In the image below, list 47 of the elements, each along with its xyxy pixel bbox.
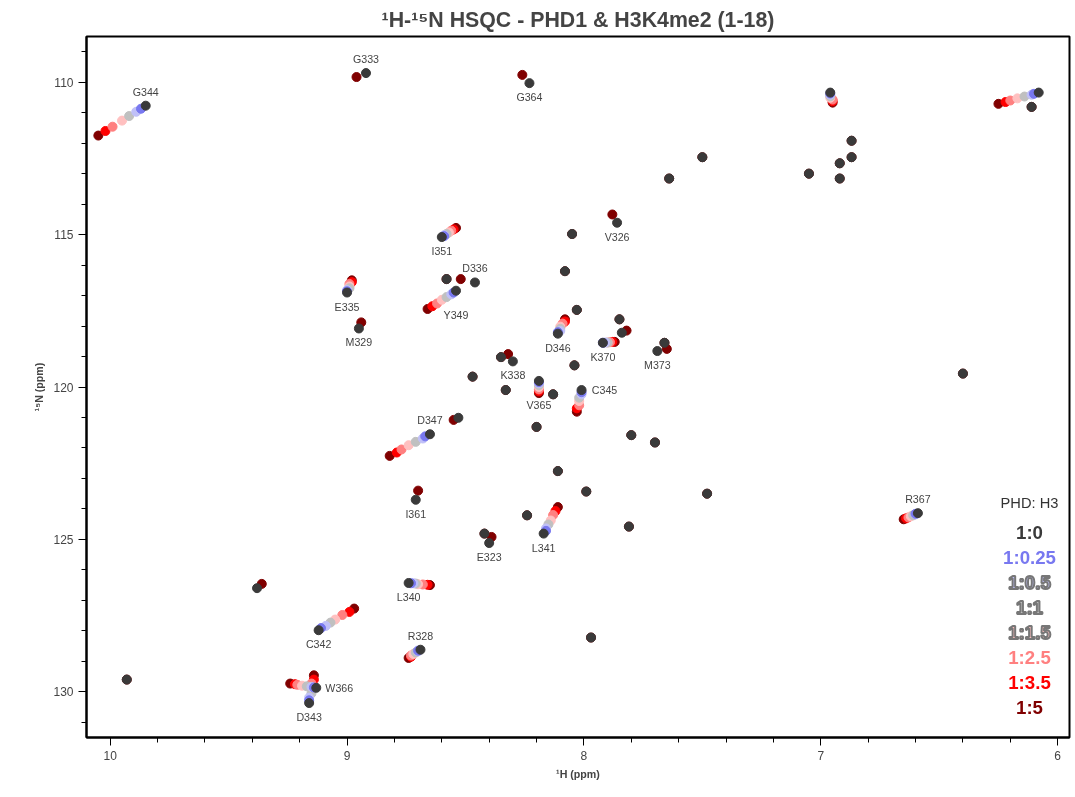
annotation: G364	[516, 91, 543, 104]
text: 1:2.5	[1008, 646, 1051, 668]
annotation: V365	[526, 398, 552, 411]
y-tick-label: 120	[53, 380, 74, 395]
x-tick-label: 6	[1054, 748, 1062, 763]
annotation: M329	[345, 336, 373, 349]
annotation: C342	[305, 638, 332, 651]
annotation: L340	[396, 590, 421, 603]
annotation: G333	[352, 53, 380, 66]
annotation: E335	[334, 300, 360, 313]
y-tick-label: 115	[54, 228, 74, 243]
y-tick-label: 125	[53, 532, 74, 547]
annotation: C345	[591, 384, 618, 397]
text: 1:3.5	[1008, 671, 1051, 693]
annotation: K370	[590, 350, 616, 363]
text: 1:5	[1016, 696, 1043, 718]
text: 1:1.5	[1008, 621, 1051, 643]
annotation: W366	[325, 681, 354, 694]
y-tick-label: 110	[54, 75, 74, 90]
annotation: D347	[417, 414, 443, 427]
x-tick-label: 10	[103, 748, 118, 763]
text: 1:0.5	[1008, 571, 1051, 593]
annotation: L341	[531, 541, 556, 554]
text: 1:0.25	[1003, 546, 1056, 568]
text: 1:1	[1016, 596, 1043, 618]
y-tick-label: 130	[53, 685, 74, 700]
x-axis-title: ¹H (ppm)	[556, 767, 601, 780]
annotation: E323	[476, 551, 502, 564]
annotation: G344	[132, 85, 159, 98]
text: 1:0	[1016, 521, 1043, 543]
annotation: I351	[431, 245, 453, 258]
x-tick-label: 7	[817, 748, 825, 763]
chart-title: ¹H-¹⁵N HSQC - PHD1 & H3K4me2 (1-18)	[381, 7, 775, 32]
annotation: R328	[407, 629, 434, 642]
annotation: V326	[604, 230, 630, 243]
y-axis-title: ¹⁵N (ppm)	[33, 362, 46, 412]
annotation: K338	[500, 369, 526, 382]
legend-title: PHD: H3	[1000, 494, 1059, 511]
x-tick-label: 9	[343, 748, 351, 763]
annotation: M373	[644, 359, 671, 372]
annotation: D346	[545, 341, 571, 354]
annotation: I361	[405, 507, 427, 520]
annotation: D336	[462, 262, 488, 275]
annotation: R367	[905, 493, 931, 506]
x-tick-label: 8	[580, 748, 588, 763]
annotation: D343	[296, 711, 322, 724]
annotation: Y349	[443, 308, 469, 321]
